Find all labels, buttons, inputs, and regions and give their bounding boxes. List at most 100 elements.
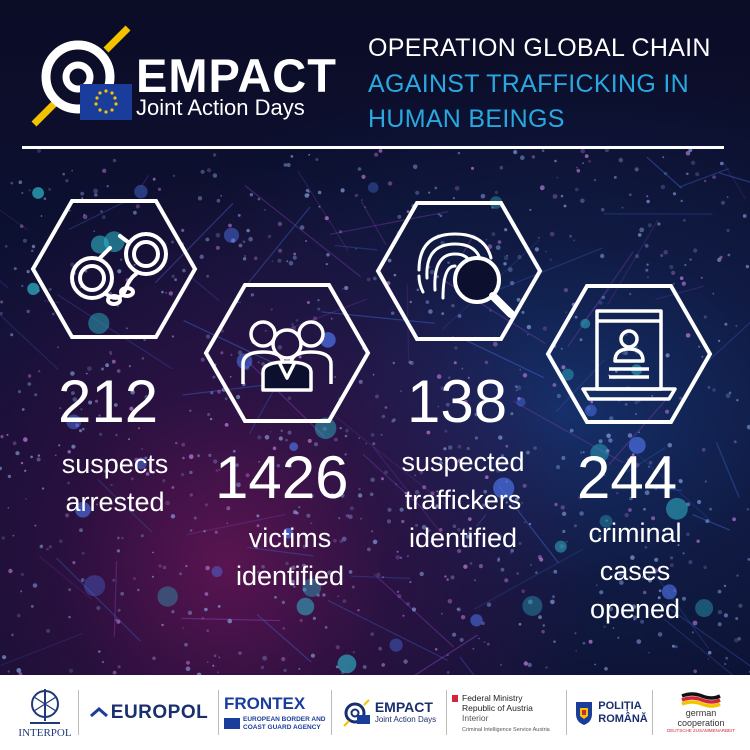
network-dot — [452, 632, 457, 637]
network-dot — [96, 605, 101, 611]
network-dot — [444, 429, 448, 433]
network-dot — [276, 464, 280, 468]
network-dot — [375, 394, 379, 399]
network-dot — [189, 470, 193, 475]
stat-label-cases: criminal cases opened — [555, 514, 715, 628]
network-dot — [518, 542, 522, 545]
network-dot — [157, 187, 162, 191]
network-dot — [504, 228, 508, 232]
network-dot — [282, 627, 285, 630]
network-dot — [447, 599, 453, 604]
romania-line: POLIȚIA — [598, 699, 642, 712]
network-dot — [734, 638, 739, 643]
network-link — [246, 546, 314, 557]
network-dot — [28, 189, 31, 192]
network-dot — [67, 450, 71, 454]
network-dot — [144, 456, 148, 460]
network-dot — [526, 324, 532, 330]
network-dot — [197, 196, 203, 201]
subtitle-line-2: HUMAN BEINGS — [368, 105, 565, 133]
network-dot — [454, 346, 458, 350]
network-dot — [703, 315, 707, 319]
network-dot — [246, 228, 250, 233]
network-dot — [116, 369, 121, 373]
network-link — [362, 453, 425, 511]
network-dot — [302, 587, 307, 592]
network-dot — [707, 650, 712, 655]
network-dot — [333, 538, 337, 543]
network-dot — [182, 456, 185, 460]
network-dot — [724, 663, 727, 665]
network-dot — [609, 416, 614, 421]
network-dot — [717, 622, 722, 627]
network-dot — [116, 619, 121, 624]
network-dot — [707, 658, 710, 660]
network-dot — [204, 503, 208, 507]
network-link — [512, 400, 624, 463]
network-dot — [370, 433, 375, 437]
network-dot — [489, 309, 492, 312]
network-dot — [264, 329, 267, 332]
network-link — [655, 285, 704, 300]
network-dot — [217, 605, 221, 608]
network-dot — [213, 459, 218, 464]
network-dot — [0, 466, 2, 471]
network-dot — [81, 197, 84, 200]
network-dot — [438, 213, 440, 216]
network-dot — [381, 414, 386, 419]
network-dot — [370, 477, 375, 482]
network-dot — [393, 273, 397, 277]
network-link — [186, 513, 286, 536]
network-dot — [636, 639, 642, 644]
network-dot — [256, 514, 260, 518]
network-dot — [448, 376, 451, 379]
network-node — [389, 638, 403, 652]
network-dot — [399, 507, 404, 512]
network-dot — [426, 529, 430, 533]
network-dot — [106, 185, 109, 188]
network-dot — [556, 393, 562, 399]
network-dot — [450, 575, 455, 580]
network-dot — [457, 608, 460, 611]
network-dot — [692, 620, 698, 626]
network-dot — [20, 573, 24, 576]
network-dot — [672, 192, 677, 196]
network-dot — [674, 645, 678, 649]
network-dot — [412, 164, 418, 170]
network-node — [516, 397, 526, 407]
network-dot — [380, 433, 383, 436]
network-dot — [208, 453, 212, 457]
network-dot — [425, 300, 430, 304]
network-dot — [228, 223, 232, 228]
network-dot — [261, 362, 265, 366]
network-dot — [696, 539, 700, 543]
austria-line: Republic of Austria — [462, 702, 533, 713]
network-dot — [677, 544, 680, 547]
network-dot — [521, 589, 526, 594]
network-dot — [337, 595, 340, 598]
network-dot — [116, 549, 120, 553]
network-dot — [384, 470, 388, 475]
handcuffs-icon — [30, 199, 198, 339]
network-dot — [419, 470, 424, 475]
romania-coat-of-arms-icon — [576, 701, 593, 725]
network-dot — [539, 185, 545, 191]
network-dot — [409, 580, 412, 584]
network-dot — [10, 181, 14, 185]
network-dot — [70, 262, 75, 268]
network-dot — [600, 253, 605, 259]
network-dot — [24, 498, 27, 500]
network-dot — [145, 472, 150, 476]
network-dot — [152, 177, 156, 181]
network-dot — [628, 508, 632, 512]
network-dot — [683, 219, 686, 222]
network-link — [350, 575, 411, 579]
network-dot — [322, 426, 327, 431]
network-dot — [456, 607, 462, 612]
network-dot — [81, 579, 84, 582]
network-dot — [723, 613, 729, 618]
network-dot — [681, 281, 686, 286]
network-dot — [397, 594, 402, 599]
network-dot — [306, 513, 311, 518]
network-dot — [129, 406, 134, 411]
